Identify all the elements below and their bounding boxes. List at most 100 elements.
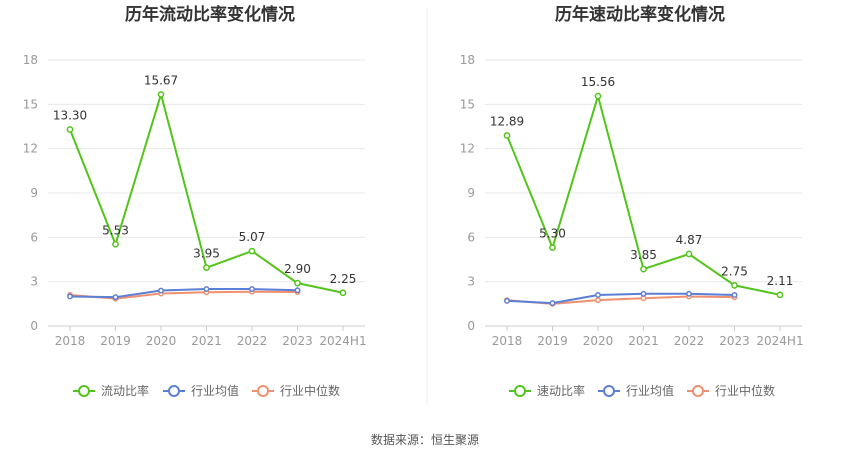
x-tick-label: 2020 [146,334,177,348]
data-point[interactable] [776,291,784,299]
y-tick-label: 12 [23,142,38,156]
data-point[interactable] [594,92,602,100]
main-series: 12.89 5.30 15.56 3.85 4.87 2.75 2.11 [490,75,794,299]
x-tick-label: 2021 [628,334,659,348]
data-point[interactable] [549,300,556,307]
x-tick-label: 2018 [492,334,523,348]
legend-label: 行业均值 [626,383,674,398]
chart-title: 历年速动比率变化情况 [555,4,725,25]
legend-label: 行业均值 [191,383,239,398]
data-point[interactable] [66,126,74,133]
data-point[interactable] [503,132,511,139]
legend-label: 流动比率 [101,383,149,398]
x-tick-label: 2020 [583,334,614,348]
data-point[interactable] [294,279,301,287]
x-tick-label: 2021 [191,334,222,348]
legend-item-industry-median-series[interactable]: 行业中位数 [687,383,775,398]
y-tick-label: 9 [467,186,475,200]
legend-marker [514,385,526,397]
series-line [69,288,298,299]
legend-marker [168,385,180,397]
y-tick-label: 0 [30,319,38,333]
data-label: 15.56 [581,75,615,89]
data-point[interactable] [158,287,164,294]
x-tick-label: 2019 [100,334,131,348]
industry-average-series [67,286,301,301]
data-label: 3.85 [630,248,657,262]
industry-median-series [67,288,301,302]
y-tick-label: 18 [23,53,38,67]
series-line [506,292,735,305]
quick-ratio-panel: 历年速动比率变化情况 0 3 6 9 12 15 18 2018 2019 2020 2021 2022… [460,4,804,398]
data-point[interactable] [731,282,738,289]
data-point[interactable] [203,286,210,293]
data-label: 13.30 [53,108,87,122]
y-tick-label: 3 [30,275,38,289]
data-label: 12.89 [490,115,524,129]
data-point[interactable] [640,265,647,273]
data-point[interactable] [504,297,510,304]
x-tick-label: 2024H1 [319,334,366,348]
data-label: 2.25 [330,272,357,286]
y-tick-label: 15 [460,97,475,111]
x-tick-label: 2022 [674,334,705,348]
legend-marker [692,385,704,397]
industry-median-series [504,293,738,307]
data-label: 2.90 [284,262,311,276]
legend-item-industry-median-series[interactable]: 行业中位数 [252,383,340,398]
current-ratio-panel: 历年流动比率变化情况 0 3 6 9 12 15 18 2018 2019 2020 2021 2022… [23,4,367,398]
data-point[interactable] [157,91,165,98]
y-tick-label: 9 [30,186,38,200]
legend-item-industry-average-series[interactable]: 行业均值 [163,383,239,398]
data-point[interactable] [549,244,556,252]
legend-item-main-series[interactable]: 流动比率 [73,383,149,398]
y-tick-label: 0 [467,319,475,333]
data-point[interactable] [731,292,738,298]
data-point[interactable] [685,250,693,258]
data-point[interactable] [112,294,119,301]
data-label: 2.11 [767,274,794,288]
data-point[interactable] [248,247,256,255]
y-tick-label: 12 [460,142,475,156]
data-point[interactable] [294,287,301,294]
data-point[interactable] [203,264,210,271]
data-point[interactable] [112,240,119,248]
data-label: 3.95 [193,247,220,261]
data-label: 5.30 [539,227,566,241]
data-label: 5.53 [102,223,129,237]
data-point[interactable] [595,297,601,304]
data-label: 15.67 [144,73,178,87]
data-label: 5.07 [239,230,266,244]
data-label: 2.75 [721,264,748,278]
data-point[interactable] [339,289,347,297]
legend-label: 行业中位数 [715,383,775,398]
x-tick-label: 2023 [719,334,750,348]
industry-average-series [504,290,738,307]
y-tick-label: 6 [30,230,38,244]
legend-marker [78,385,90,397]
legend-marker [257,385,269,397]
legend-label: 速动比率 [537,383,585,398]
x-tick-label: 2018 [55,334,86,348]
data-source-note: 数据来源：恒生聚源 [371,432,479,447]
y-tick-label: 3 [467,275,475,289]
x-tick-label: 2024H1 [756,334,803,348]
chart-title: 历年流动比率变化情况 [125,4,295,25]
y-tick-label: 15 [23,97,38,111]
legend-label: 行业中位数 [280,383,340,398]
legend-marker [603,385,615,397]
data-label: 4.87 [676,233,703,247]
legend-item-industry-average-series[interactable]: 行业均值 [598,383,674,398]
data-point[interactable] [640,290,647,297]
y-tick-label: 6 [467,230,475,244]
data-point[interactable] [249,286,255,293]
x-tick-label: 2019 [537,334,568,348]
y-tick-label: 18 [460,53,475,67]
data-point[interactable] [686,290,692,297]
x-tick-label: 2022 [237,334,268,348]
legend-item-main-series[interactable]: 速动比率 [509,383,585,398]
data-point[interactable] [67,293,73,300]
main-series: 13.30 5.53 15.67 3.95 5.07 2.90 2.25 [53,73,357,297]
data-point[interactable] [595,292,601,298]
